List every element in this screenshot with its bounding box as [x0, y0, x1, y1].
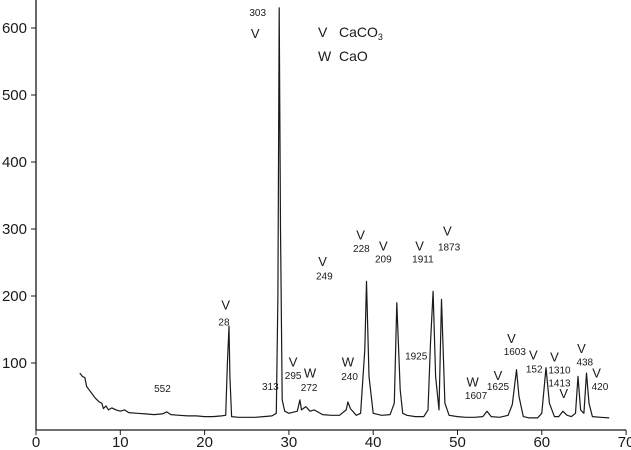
x-tick-label: 60 — [533, 434, 550, 450]
peak-label: 1413 — [548, 378, 571, 389]
legend-label-text: CaCO — [339, 24, 378, 40]
x-tick-label: 10 — [112, 434, 129, 450]
calcite-peak-marker: V — [251, 26, 260, 41]
series-layer — [79, 7, 610, 419]
x-tick-label: 40 — [365, 434, 382, 450]
diffraction-pattern-line — [79, 7, 610, 419]
x-tick-label: 70 — [618, 434, 631, 450]
peak-label: 1625 — [487, 382, 510, 393]
peak-label: 1603 — [504, 347, 527, 358]
x-tick-label: 0 — [32, 434, 40, 450]
peak-label: 295 — [285, 371, 302, 382]
peak-label: 313 — [262, 382, 279, 393]
calcite-peak-marker: V — [494, 368, 503, 383]
legend-marker: W — [318, 48, 332, 64]
y-tick-label: 500 — [2, 87, 27, 104]
peak-label: 420 — [592, 382, 609, 393]
x-tick-label: 30 — [281, 434, 298, 450]
peak-label: 438 — [576, 358, 593, 369]
peak-label: 303 — [249, 8, 266, 19]
x-tick-label: 50 — [449, 434, 466, 450]
y-tick-label: 400 — [2, 154, 27, 171]
peak-label: 152 — [526, 364, 543, 375]
calcite-peak-marker: V — [577, 341, 586, 356]
calcite-peak-marker: V — [379, 238, 388, 253]
calcite-peak-marker: V — [415, 238, 424, 253]
peak-label: 1925 — [405, 352, 428, 363]
legend-label-text: CaO — [339, 48, 368, 64]
calcite-peak-marker: V — [592, 366, 601, 381]
calcite-peak-marker: V — [443, 224, 452, 239]
calcite-peak-marker: V — [559, 386, 568, 401]
lime-peak-marker: W — [467, 374, 480, 389]
peak-label: 1607 — [465, 391, 488, 402]
calcite-peak-marker: V — [550, 350, 559, 365]
y-tick-label: 100 — [2, 355, 27, 372]
calcite-peak-marker: V — [356, 228, 365, 243]
y-tick-label: 300 — [2, 221, 27, 238]
legend-marker: V — [318, 24, 328, 40]
legend: V CaCO3 W CaO — [318, 24, 383, 64]
peak-label: 272 — [301, 383, 318, 394]
legend-label: CaO — [339, 48, 368, 64]
peak-label: 552 — [154, 384, 171, 395]
peak-label: 1873 — [438, 242, 461, 253]
peak-label: 240 — [341, 372, 358, 383]
calcite-peak-marker: V — [318, 254, 327, 269]
legend-label: CaCO3 — [339, 24, 383, 42]
peak-label: 28 — [218, 317, 230, 328]
peak-label: 249 — [316, 271, 333, 282]
legend-label-subscript: 3 — [378, 32, 383, 42]
calcite-peak-marker: V — [529, 348, 538, 363]
calcite-peak-marker: V — [507, 331, 516, 346]
peak-label: 209 — [375, 255, 392, 266]
calcite-peak-marker: V — [289, 354, 298, 369]
calcite-peak-marker: V — [221, 297, 230, 312]
peak-label: 228 — [353, 244, 370, 255]
lime-peak-marker: W — [342, 354, 355, 369]
lime-peak-marker: W — [304, 366, 317, 381]
y-tick-label: 200 — [2, 288, 27, 305]
peak-label: 1310 — [548, 366, 571, 377]
y-tick-label: 600 — [2, 20, 27, 37]
x-tick-label: 20 — [196, 434, 213, 450]
peak-label: 1911 — [412, 255, 434, 266]
